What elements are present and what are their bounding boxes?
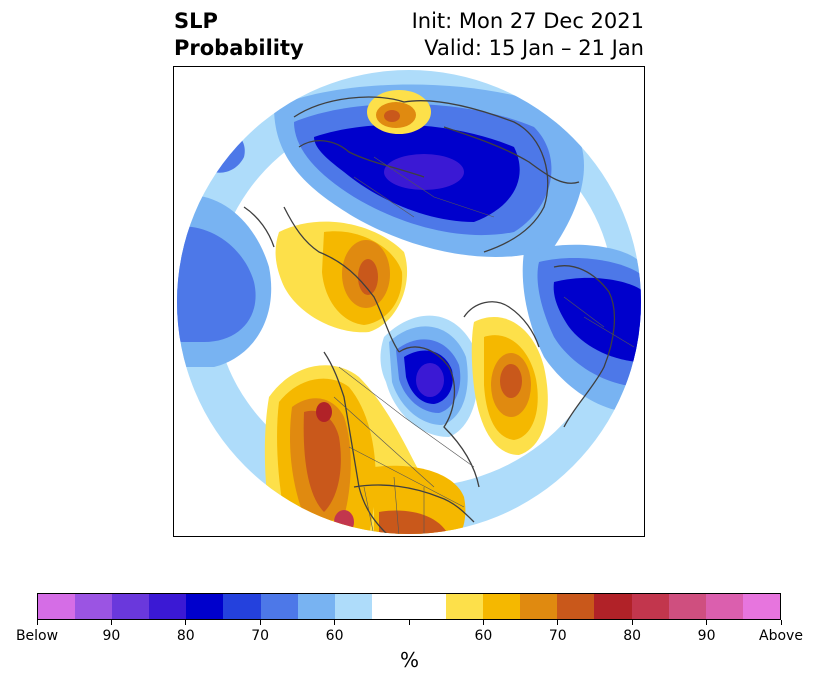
coastlines (243, 96, 616, 534)
colorbar-swatch (446, 594, 484, 619)
colorbar (37, 593, 781, 620)
colorbar-unit-label: % (399, 648, 419, 672)
colorbar-swatch (742, 594, 780, 619)
colorbar-tick-label: 80 (176, 628, 195, 644)
map-panel (173, 66, 645, 537)
colorbar-tick-label: 60 (474, 628, 493, 644)
colorbar-tick (631, 620, 633, 625)
colorbar-swatch (594, 594, 632, 619)
colorbar-tick (185, 620, 187, 625)
colorbar-tick (334, 620, 336, 625)
colorbar-tick (36, 620, 38, 625)
title-line-variable: SLP (174, 9, 218, 33)
colorbar-swatch (371, 594, 409, 619)
date-info: Init: Mon 27 Dec 2021 Valid: 15 Jan – 21… (412, 8, 644, 62)
colorbar-tick-label: Above (759, 628, 803, 644)
hudson-bay-low (380, 315, 478, 437)
colorbar-tick-label: 70 (251, 628, 270, 644)
chart-title: SLP Probability (174, 8, 304, 62)
colorbar-tick (780, 620, 782, 625)
colorbar-tick (557, 620, 559, 625)
colorbar-swatch (297, 594, 335, 619)
colorbar-tick-label: 90 (697, 628, 716, 644)
colorbar-tick (110, 620, 112, 625)
eurasia-low (274, 84, 584, 257)
alaska-high (275, 221, 408, 333)
colorbar-swatch (705, 594, 743, 619)
colorbar-tick-label: 60 (325, 628, 344, 644)
colorbar-swatch (149, 594, 187, 619)
probability-map (177, 70, 641, 534)
colorbar-swatch (408, 594, 447, 619)
colorbar-swatch (334, 594, 372, 619)
colorbar-swatch (631, 594, 669, 619)
colorbar-swatch (112, 594, 150, 619)
colorbar-tick (259, 620, 261, 625)
southeast-us-high (374, 465, 466, 534)
colorbar-tick (482, 620, 484, 625)
colorbar-tick-label: Below (15, 628, 59, 644)
colorbar-tick (706, 620, 708, 625)
colorbar-swatch (260, 594, 298, 619)
colorbar-swatch (668, 594, 706, 619)
colorbar-tick-label: 80 (623, 628, 642, 644)
colorbar-swatch (186, 594, 224, 619)
atlantic-low (522, 244, 641, 413)
colorbar-ticks: Below 90 80 70 60 60 70 80 90 Above (16, 620, 803, 644)
colorbar-swatch (483, 594, 521, 619)
init-date: Init: Mon 27 Dec 2021 (411, 9, 644, 33)
title-line-probability: Probability (174, 36, 304, 60)
colorbar-swatch (520, 594, 558, 619)
borders (333, 156, 635, 534)
atlantic-high (471, 317, 548, 455)
colorbar-swatch (223, 594, 261, 619)
colorbar-tick-label: 90 (102, 628, 121, 644)
colorbar-swatch (75, 594, 113, 619)
colorbar-swatch (557, 594, 595, 619)
colorbar-tick-label: 70 (548, 628, 567, 644)
colorbar-swatch (38, 594, 76, 619)
valid-date: Valid: 15 Jan – 21 Jan (424, 36, 644, 60)
colorbar-tick (408, 620, 410, 625)
